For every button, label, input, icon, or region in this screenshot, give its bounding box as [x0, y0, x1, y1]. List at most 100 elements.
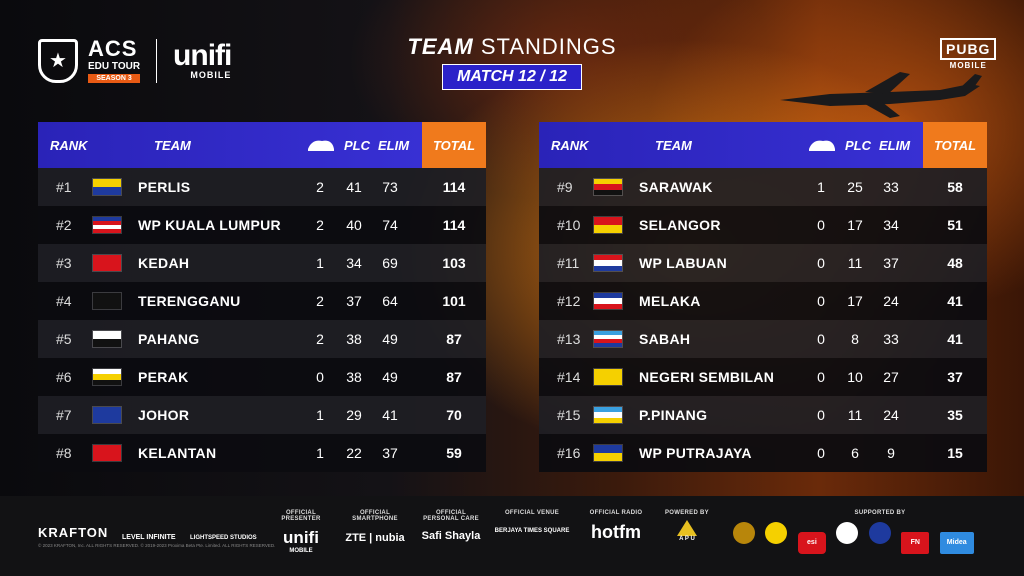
team-name-cell: PAHANG — [138, 331, 200, 347]
aircraft-icon — [780, 72, 982, 118]
elim-cell: 49 — [382, 331, 398, 347]
plc-cell: 6 — [851, 445, 859, 461]
plc-cell: 22 — [346, 445, 362, 461]
state-flag-icon — [593, 178, 623, 196]
state-flag-icon — [593, 330, 623, 348]
state-flag-icon — [92, 368, 122, 386]
sponsor-footer: KRAFTON LEVEL INFINITE LIGHTSPEED STUDIO… — [0, 496, 1024, 576]
unifi-mobile-logo: unifi MOBILE — [173, 39, 232, 80]
team-name-cell: PERAK — [138, 369, 189, 385]
total-cell: 87 — [446, 369, 462, 385]
total-cell: 37 — [947, 369, 963, 385]
official-personal-care: OFFICIAL PERSONAL CARE Safi Shayla — [421, 510, 481, 542]
state-flag-icon — [593, 292, 623, 310]
acs-edu-tour-logo: ★ ACS EDU TOUR SEASON 3 unifi MOBILE — [38, 38, 232, 83]
plc-header: PLC — [344, 137, 370, 153]
team-name-cell: KEDAH — [138, 255, 190, 271]
rank-cell: #4 — [56, 293, 72, 309]
team-name-cell: SABAH — [639, 331, 691, 347]
table-row: #7 JOHOR 1 29 41 70 — [38, 396, 486, 434]
elim-cell: 24 — [883, 293, 899, 309]
total-cell: 58 — [947, 179, 963, 195]
total-header: TOTAL — [923, 122, 987, 168]
sponsor-badge-icon — [868, 522, 891, 544]
team-name-cell: P.PINANG — [639, 407, 708, 423]
rank-cell: #1 — [56, 179, 72, 195]
chicken-count-cell: 0 — [817, 217, 825, 233]
lightspeed-logo: LIGHTSPEED STUDIOS — [190, 535, 257, 541]
team-name-cell: SELANGOR — [639, 217, 721, 233]
official-venue: OFFICIAL VENUE BERJAYA TIMES SQUARE — [494, 510, 570, 534]
chicken-count-cell: 2 — [316, 331, 324, 347]
state-flag-icon — [92, 292, 122, 310]
rank-cell: #13 — [557, 331, 581, 347]
table-row: #6 PERAK 0 38 49 87 — [38, 358, 486, 396]
official-smartphone: OFFICIAL SMARTPHONE ZTE | nubia — [345, 510, 405, 544]
pubg-mobile-logo: PUBG MOBILE — [940, 38, 997, 70]
table-row: #3 KEDAH 1 34 69 103 — [38, 244, 486, 282]
total-cell: 87 — [446, 331, 462, 347]
total-header: TOTAL — [422, 122, 486, 168]
table-row: #8 KELANTAN 1 22 37 59 — [38, 434, 486, 472]
chicken-count-cell: 0 — [817, 293, 825, 309]
logo-divider — [156, 38, 158, 83]
midea-logo: Midea — [939, 532, 974, 554]
level-infinite-logo: LEVEL INFINITE — [122, 534, 176, 541]
chicken-count-cell: 1 — [316, 445, 324, 461]
rank-cell: #14 — [557, 369, 581, 385]
chicken-count-cell: 2 — [316, 179, 324, 195]
plc-cell: 17 — [847, 217, 863, 233]
elim-cell: 24 — [883, 407, 899, 423]
elim-cell: 33 — [883, 331, 899, 347]
chicken-count-cell: 0 — [817, 445, 825, 461]
state-flag-icon — [92, 444, 122, 462]
title-block: TEAM STANDINGS MATCH 12 / 12 — [380, 34, 644, 90]
standings-table-right: RANK TEAM PLC ELIM TOTAL #9 SARAWAK 1 25 33 5… — [539, 122, 987, 472]
plc-cell: 34 — [346, 255, 362, 271]
table-row: #12 MELAKA 0 17 24 41 — [539, 282, 987, 320]
state-flag-icon — [92, 216, 122, 234]
sponsor-crest-icon — [733, 522, 755, 544]
elim-cell: 49 — [382, 369, 398, 385]
state-flag-icon — [593, 444, 623, 462]
team-header: TEAM — [154, 137, 191, 153]
sponsor-emblem-icon — [836, 522, 859, 544]
total-cell: 41 — [947, 331, 963, 347]
total-cell: 35 — [947, 407, 963, 423]
plc-header: PLC — [845, 137, 871, 153]
rank-cell: #10 — [557, 217, 581, 233]
table-row: #10 SELANGOR 0 17 34 51 — [539, 206, 987, 244]
plc-cell: 11 — [847, 407, 863, 423]
page-title: TEAM STANDINGS — [407, 34, 617, 59]
rank-cell: #15 — [557, 407, 581, 423]
elim-cell: 9 — [887, 445, 895, 461]
team-name-cell: SARAWAK — [639, 179, 713, 195]
rank-cell: #16 — [557, 445, 581, 461]
team-name-cell: TERENGGANU — [138, 293, 241, 309]
plc-cell: 38 — [346, 331, 362, 347]
elim-cell: 37 — [382, 445, 398, 461]
team-name-cell: WP KUALA LUMPUR — [138, 217, 281, 233]
table-header: RANK TEAM PLC ELIM TOTAL — [38, 122, 486, 168]
table-row: #2 WP KUALA LUMPUR 2 40 74 114 — [38, 206, 486, 244]
elim-cell: 41 — [382, 407, 398, 423]
krafton-logo: KRAFTON — [38, 525, 109, 540]
chicken-count-cell: 0 — [316, 369, 324, 385]
fn-logo: FN — [901, 532, 930, 554]
header: ★ ACS EDU TOUR SEASON 3 unifi MOBILE TEA… — [0, 0, 1024, 118]
elim-cell: 74 — [382, 217, 398, 233]
team-name-cell: WP PUTRAJAYA — [639, 445, 752, 461]
chicken-dinner-icon — [308, 140, 334, 151]
chicken-count-cell: 2 — [316, 293, 324, 309]
rank-header: RANK — [50, 137, 88, 153]
standings-table-left: RANK TEAM PLC ELIM TOTAL #1 PERLIS 2 41 73 11… — [38, 122, 486, 472]
elim-cell: 33 — [883, 179, 899, 195]
chicken-count-cell: 0 — [817, 331, 825, 347]
table-row: #11 WP LABUAN 0 11 37 48 — [539, 244, 987, 282]
table-row: #4 TERENGGANU 2 37 64 101 — [38, 282, 486, 320]
elim-header: ELIM — [879, 137, 911, 153]
elim-cell: 34 — [883, 217, 899, 233]
plc-cell: 38 — [346, 369, 362, 385]
rank-cell: #11 — [557, 255, 580, 271]
state-flag-icon — [92, 254, 122, 272]
